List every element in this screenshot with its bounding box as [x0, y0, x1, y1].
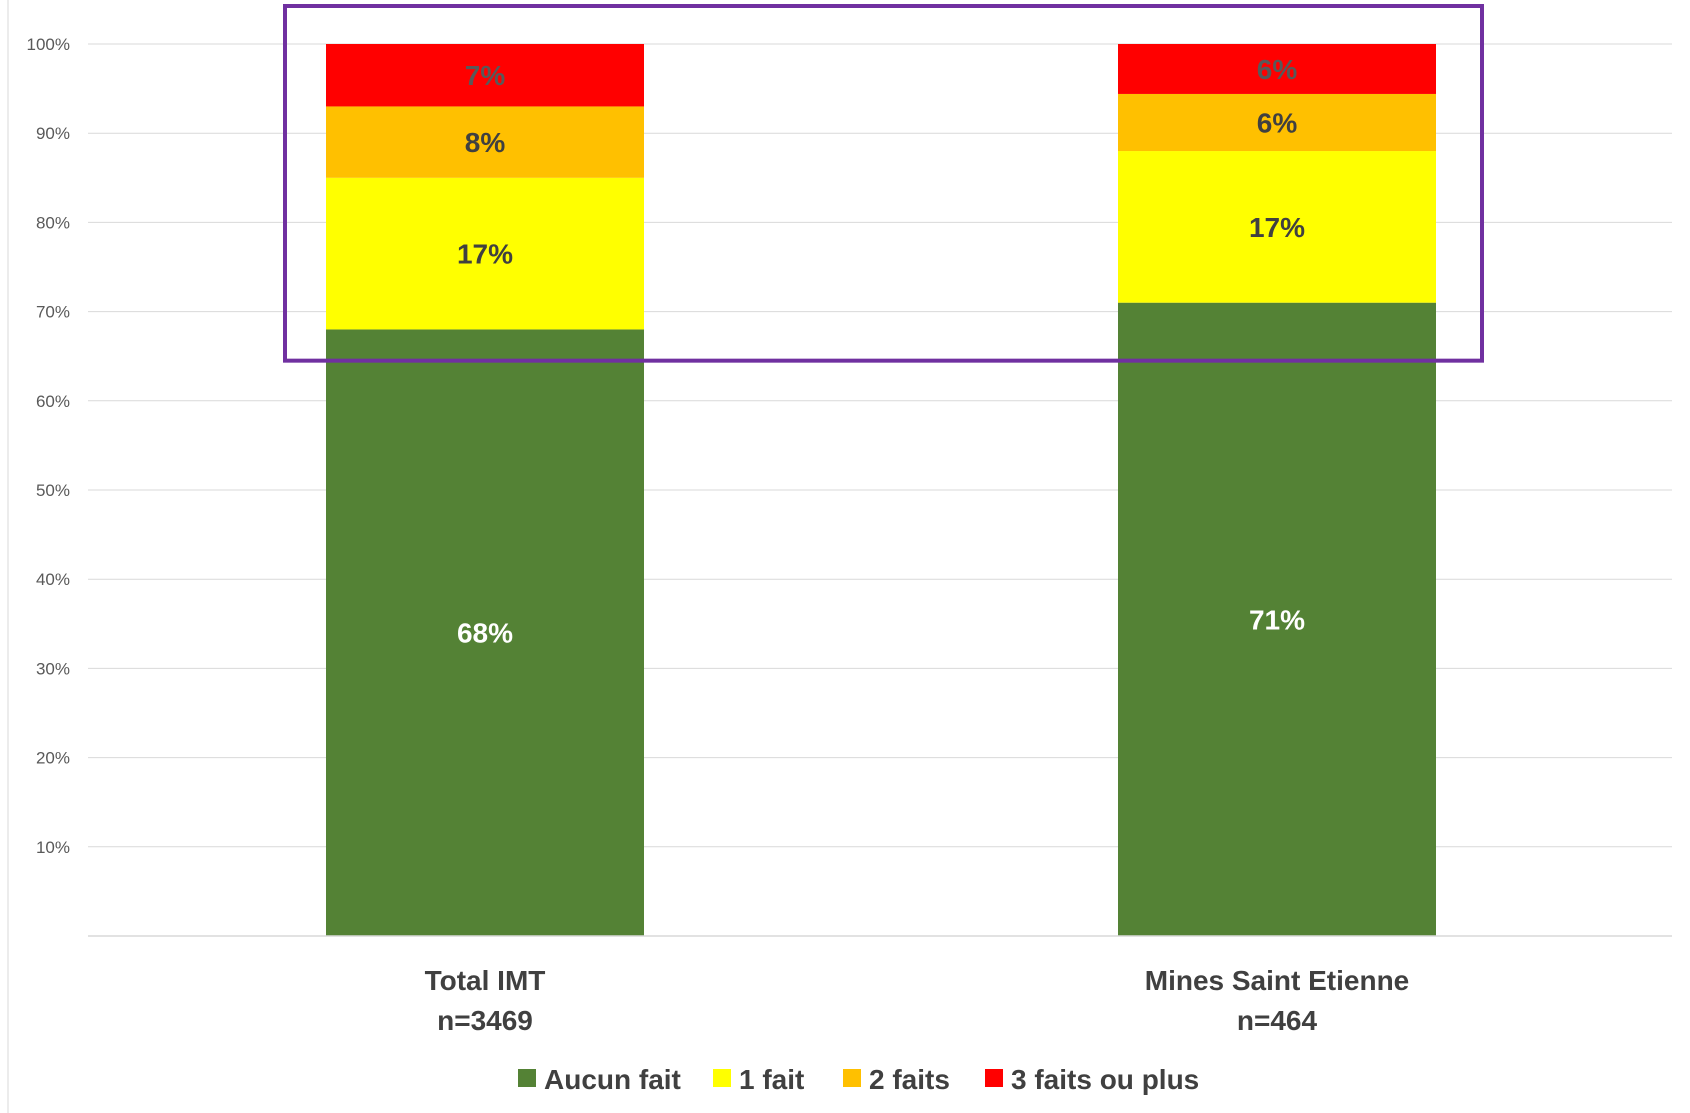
legend-label-1: 1 fait: [739, 1064, 804, 1095]
legend-swatch-0: [518, 1069, 536, 1087]
data-label-0-0: 68%: [457, 618, 513, 649]
data-label-0-3: 7%: [465, 60, 506, 91]
data-label-1-0: 71%: [1249, 604, 1305, 635]
y-tick-label-10: 10%: [36, 838, 70, 857]
legend: Aucun fait 1 fait 2 faits 3 faits ou plus: [518, 1064, 1199, 1095]
highlight-box: [283, 4, 1484, 363]
bars: [326, 44, 1436, 936]
category-count-1: n=464: [1237, 1005, 1318, 1036]
bar-segment-1-0: [1118, 302, 1436, 936]
y-tick-label-50: 50%: [36, 481, 70, 500]
y-tick-label-30: 30%: [36, 659, 70, 678]
legend-swatch-3: [985, 1069, 1003, 1087]
legend-label-0: Aucun fait: [544, 1064, 681, 1095]
bar-segment-1-2: [1118, 93, 1436, 152]
y-tick-label-90: 90%: [36, 124, 70, 143]
data-label-0-2: 8%: [465, 127, 506, 158]
y-tick-label-80: 80%: [36, 213, 70, 232]
bar-segment-0-3: [326, 44, 644, 107]
bar-segment-1-3: [1118, 44, 1436, 94]
legend-swatch-1: [713, 1069, 731, 1087]
bar-segment-0-2: [326, 106, 644, 178]
legend-label-2: 2 faits: [869, 1064, 950, 1095]
category-count-0: n=3469: [437, 1005, 533, 1036]
y-tick-label-70: 70%: [36, 303, 70, 322]
y-tick-label-60: 60%: [36, 392, 70, 411]
x-axis: Total IMT n=3469 Mines Saint Etienne n=464: [88, 935, 1672, 1036]
data-labels: 68% 17% 8% 7% 71% 17% 6% 6%: [457, 54, 1305, 649]
legend-label-3: 3 faits ou plus: [1011, 1064, 1199, 1095]
highlight-rectangle: [283, 4, 1484, 363]
y-tick-label-100: 100%: [27, 35, 70, 54]
y-tick-label-40: 40%: [36, 570, 70, 589]
bar-segment-0-1: [326, 177, 644, 330]
legend-swatch-2: [843, 1069, 861, 1087]
data-label-1-2: 6%: [1257, 107, 1298, 138]
data-label-1-1: 17%: [1249, 212, 1305, 243]
data-label-0-1: 17%: [457, 239, 513, 270]
y-tick-label-20: 20%: [36, 749, 70, 768]
category-label-1: Mines Saint Etienne: [1145, 965, 1410, 996]
bar-segment-1-1: [1118, 151, 1436, 303]
y-axis-tick-labels: 10% 20% 30% 40% 50% 60% 70% 80% 90% 100%: [27, 35, 70, 857]
category-label-0: Total IMT: [425, 965, 546, 996]
data-label-1-3: 6%: [1257, 54, 1298, 85]
bar-segment-0-0: [326, 329, 644, 936]
